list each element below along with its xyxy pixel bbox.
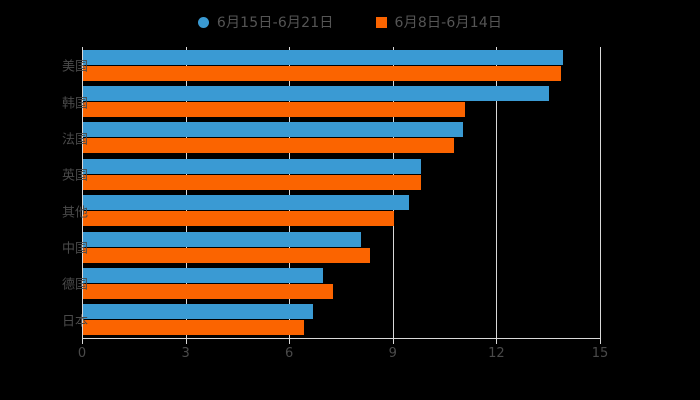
bar-美国-series-0[interactable] [83, 49, 563, 65]
x-axis-line [82, 338, 601, 339]
x-gridline [600, 47, 601, 338]
legend-label-series-1: 6月8日-6月14日 [394, 15, 503, 31]
bar-日本-series-0[interactable] [83, 304, 313, 320]
bar-美国-series-1[interactable] [83, 65, 562, 81]
x-gridline [392, 47, 394, 338]
legend-item-series-1[interactable]: 6月8日-6月14日 [375, 12, 503, 32]
bar-中国-series-0[interactable] [83, 231, 361, 247]
bar-其他-series-1[interactable] [83, 211, 394, 227]
bar-法国-series-0[interactable] [83, 122, 463, 138]
x-axis-tick-label: 6 [285, 346, 294, 361]
y-axis-category-label: 英国 [61, 168, 88, 184]
x-axis-tick-label: 9 [388, 346, 397, 361]
legend-square-marker-icon [375, 16, 387, 28]
bar-中国-series-1[interactable] [83, 247, 370, 263]
bar-德国-series-0[interactable] [83, 267, 323, 283]
x-axis-tick [185, 338, 187, 344]
y-axis-category-label: 美国 [61, 59, 88, 75]
chart-legend: 6月15日-6月21日 6月8日-6月14日 [0, 8, 700, 36]
bar-英国-series-0[interactable] [83, 158, 422, 174]
x-axis-tick [496, 338, 498, 344]
bar-法国-series-1[interactable] [83, 138, 455, 154]
y-axis-category-label: 其他 [61, 205, 88, 221]
y-axis-category-label: 德国 [61, 277, 88, 293]
x-axis-tick [82, 338, 83, 344]
bar-韩国-series-1[interactable] [83, 102, 465, 118]
bar-德国-series-1[interactable] [83, 283, 334, 299]
x-axis-tick-label: 3 [181, 346, 190, 361]
x-gridline [185, 47, 187, 338]
bar-英国-series-1[interactable] [83, 174, 422, 190]
bar-日本-series-1[interactable] [83, 320, 304, 336]
x-gridline [289, 47, 291, 338]
x-axis-tick [289, 338, 291, 344]
y-axis-category-label: 韩国 [61, 96, 88, 112]
x-axis-tick-label: 15 [591, 346, 609, 361]
legend-circle-marker-icon [197, 16, 209, 28]
x-gridline [496, 47, 498, 338]
plot-area: 0 3 6 9 12 15 [78, 47, 608, 361]
legend-label-series-0: 6月15日-6月21日 [216, 15, 334, 31]
x-axis-tick [600, 338, 601, 344]
legend-item-series-0[interactable]: 6月15日-6月21日 [197, 12, 334, 32]
y-axis-category-label: 中国 [61, 241, 88, 257]
y-axis-category-label: 日本 [61, 314, 88, 330]
x-axis-tick [392, 338, 394, 344]
x-axis-tick-label: 0 [77, 346, 87, 361]
bar-韩国-series-0[interactable] [83, 86, 550, 102]
bar-其他-series-0[interactable] [83, 195, 410, 211]
x-axis-tick-label: 12 [488, 346, 505, 361]
y-axis-line [82, 47, 83, 338]
y-axis-category-label: 法国 [61, 132, 88, 148]
